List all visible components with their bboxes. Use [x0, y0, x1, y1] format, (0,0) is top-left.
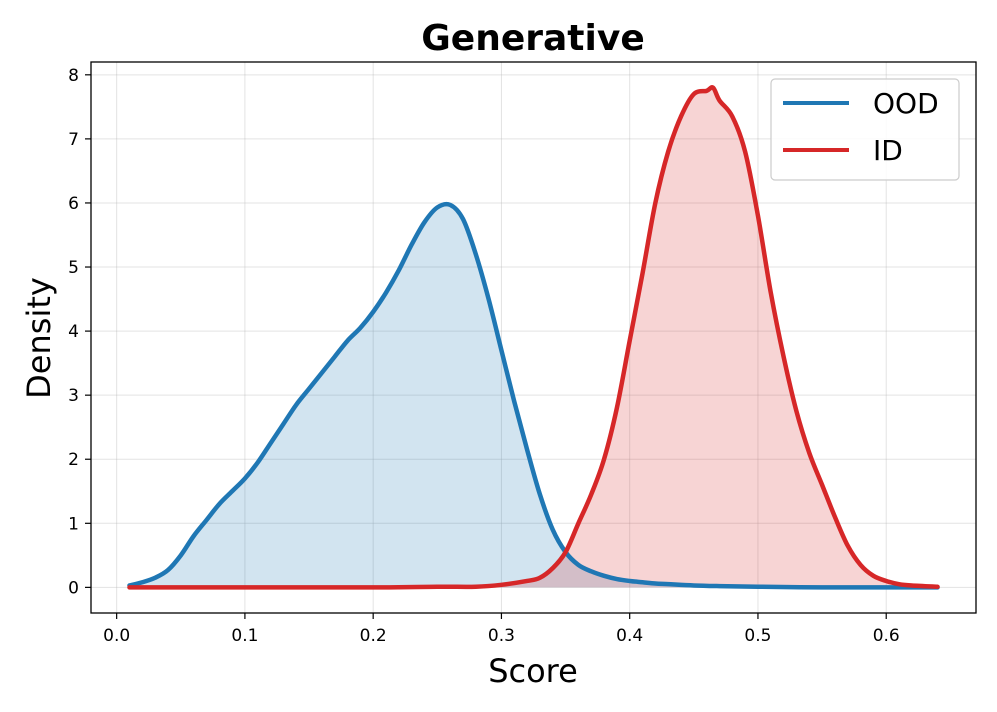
series-layer — [127, 85, 940, 590]
y-tick-label: 0 — [68, 578, 79, 598]
x-axis-ticks: 0.0 0.1 0.2 0.3 0.4 0.5 0.6 — [103, 613, 900, 646]
y-tick-label: 2 — [68, 450, 79, 470]
y-tick-label: 4 — [68, 322, 79, 342]
x-tick-label: 0.1 — [231, 626, 258, 646]
legend-label-id: ID — [873, 134, 903, 167]
x-tick-label: 0.0 — [103, 626, 130, 646]
y-tick-label: 3 — [68, 386, 79, 406]
y-tick-label: 1 — [68, 514, 79, 534]
x-tick-label: 0.4 — [616, 626, 643, 646]
chart-title: Generative — [421, 18, 645, 59]
y-tick-label: 6 — [68, 194, 79, 214]
y-tick-label: 8 — [68, 66, 79, 86]
series-line-id — [127, 85, 940, 590]
series-fill-id — [129, 87, 938, 588]
y-tick-label: 5 — [68, 258, 79, 278]
series-line-ood — [127, 201, 940, 590]
x-tick-label: 0.3 — [488, 626, 515, 646]
y-tick-label: 7 — [68, 130, 79, 150]
legend-label-ood: OOD — [873, 87, 939, 120]
x-axis-label: Score — [488, 652, 578, 690]
series-fill-ood — [129, 204, 938, 588]
x-tick-label: 0.6 — [873, 626, 900, 646]
plot-frame — [90, 61, 977, 614]
x-tick-label: 0.2 — [360, 626, 387, 646]
y-axis-label: Density — [20, 277, 58, 399]
x-tick-label: 0.5 — [744, 626, 771, 646]
legend: OOD ID — [770, 78, 960, 181]
y-axis-ticks: 0 1 2 3 4 5 6 7 8 — [68, 66, 91, 598]
